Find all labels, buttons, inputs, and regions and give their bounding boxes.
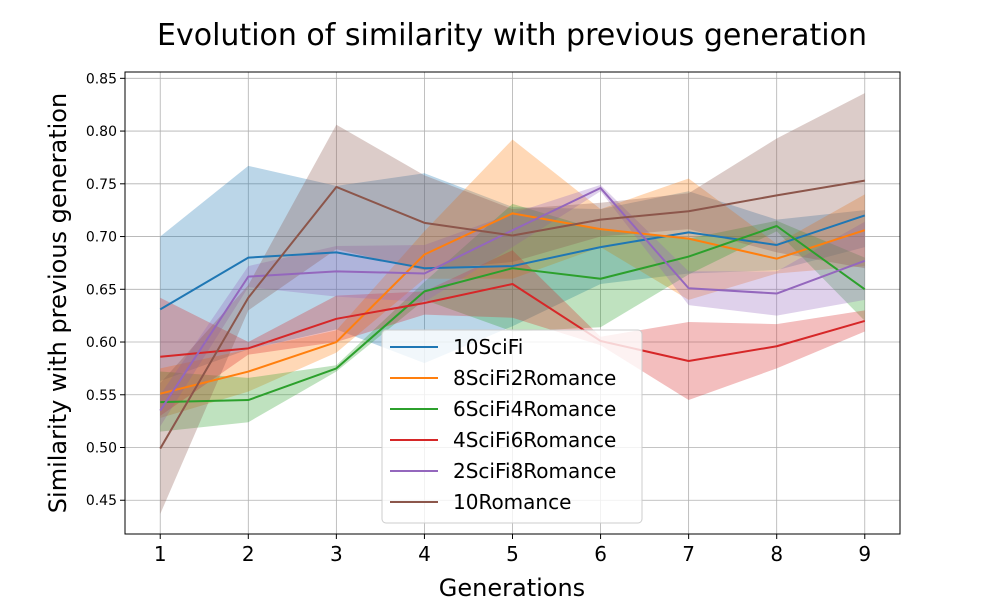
legend-label: 4SciFi6Romance	[453, 428, 616, 452]
series-line-2	[160, 225, 866, 404]
legend-label: 10Romance	[453, 490, 571, 514]
confidence-band-2	[160, 203, 865, 432]
y-tick-label: 0.75	[86, 177, 117, 193]
confidence-band-0	[160, 165, 865, 382]
x-tick-label: 5	[506, 542, 519, 566]
legend-label: 2SciFi8Romance	[453, 459, 616, 483]
series-line-3	[160, 283, 866, 363]
series-line-4	[159, 187, 866, 412]
x-tick-label: 7	[682, 542, 695, 566]
x-tick-label: 9	[858, 542, 871, 566]
confidence-band-4	[160, 184, 865, 427]
legend-box	[381, 329, 643, 524]
x-axis-ticks: 1 2 3 4 5 6 7 8 9	[154, 534, 871, 566]
x-tick-label: 1	[154, 542, 167, 566]
legend-label: 6SciFi4Romance	[453, 397, 616, 421]
y-axis-ticks: 0.45 0.50 0.55 0.60 0.65 0.70 0.75 0.80 0.85	[86, 71, 125, 509]
y-axis-label: Similarity with previous generation	[44, 93, 72, 513]
series-line-5	[159, 179, 865, 450]
x-tick-label: 2	[242, 542, 255, 566]
series-line-1	[159, 212, 866, 395]
x-axis-label: Generations	[439, 574, 585, 600]
confidence-band-3	[160, 250, 865, 416]
x-tick-label: 6	[594, 542, 607, 566]
series-lines	[159, 179, 866, 450]
y-tick-label: 0.85	[86, 71, 117, 87]
confidence-band-1	[160, 139, 865, 418]
x-tick-label: 8	[770, 542, 783, 566]
series-line-0	[159, 214, 866, 311]
x-tick-label: 4	[418, 542, 431, 566]
y-tick-label: 0.50	[86, 441, 117, 457]
y-tick-label: 0.70	[86, 230, 117, 246]
confidence-band-5	[160, 93, 865, 514]
x-tick-label: 3	[330, 542, 343, 566]
y-tick-label: 0.60	[86, 335, 117, 351]
y-tick-label: 0.65	[86, 282, 117, 298]
legend: 10SciFi 8SciFi2Romance 6SciFi4Romance 4SciF…	[381, 329, 643, 524]
legend-items: 10SciFi 8SciFi2Romance 6SciFi4Romance 4SciF…	[390, 335, 616, 514]
confidence-bands	[160, 93, 865, 514]
legend-label: 8SciFi2Romance	[453, 366, 616, 390]
chart-title: Evolution of similarity with previous ge…	[157, 18, 867, 53]
y-tick-label: 0.45	[86, 493, 117, 509]
y-tick-label: 0.55	[86, 388, 117, 404]
y-tick-label: 0.80	[86, 124, 117, 140]
legend-label: 10SciFi	[453, 335, 523, 359]
